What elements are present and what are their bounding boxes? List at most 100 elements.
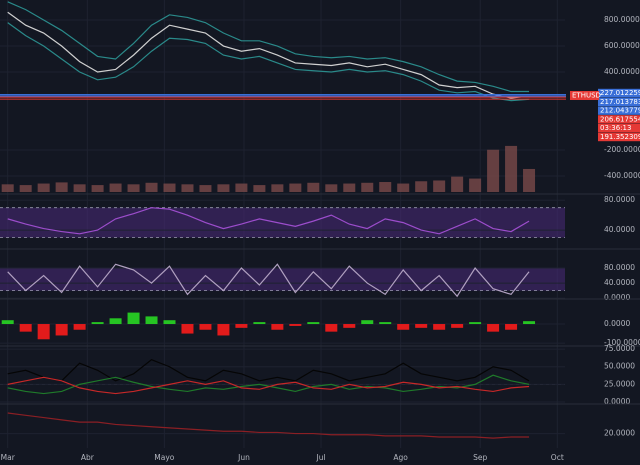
histogram-bar (307, 322, 320, 325)
volume-bar (307, 182, 320, 192)
series-line (7, 22, 530, 102)
band-fill (0, 268, 565, 291)
volume-bar (289, 183, 302, 192)
histogram-bar (289, 324, 302, 326)
y-tick-label: 0.0000 (604, 397, 630, 406)
y-tick-label: 400.000000 (604, 67, 640, 76)
histogram-bar (379, 322, 392, 325)
series-line (7, 1, 530, 93)
series-line (7, 263, 530, 298)
y-tick-label: 80.0000 (604, 263, 635, 272)
price-label: 191.352309 (600, 133, 640, 141)
volume-bar (91, 185, 104, 192)
volume-bar (127, 184, 140, 192)
histogram-bar (91, 322, 104, 325)
x-tick-label: Sep (473, 453, 487, 462)
histogram-bar (181, 324, 194, 334)
volume-bar (199, 185, 212, 192)
y-tick-label: 50.0000 (604, 362, 635, 371)
price-label-box (598, 124, 640, 133)
x-tick-label: Jun (237, 453, 250, 462)
y-tick-label: 800.000000 (604, 15, 640, 24)
histogram-bar (433, 324, 446, 330)
volume-bar (343, 183, 356, 192)
volume-bar (433, 180, 446, 192)
x-tick-label: Jul (315, 453, 325, 462)
volume-bar (523, 168, 536, 192)
histogram-bar (199, 324, 212, 330)
symbol-tag-box (570, 91, 599, 100)
series-line (7, 376, 530, 395)
price-label: 227.012259 (600, 89, 640, 97)
price-label-box (598, 132, 640, 142)
volume-bar (145, 182, 158, 192)
volume-bar (37, 183, 50, 192)
histogram-bar (217, 324, 230, 336)
volume-bar (361, 182, 374, 192)
price-label-box (598, 97, 640, 106)
y-tick-label: 0.0000 (604, 319, 630, 328)
histogram-bar (19, 324, 32, 332)
histogram-bar (415, 324, 428, 328)
histogram-bar (235, 324, 248, 328)
volume-bar (253, 185, 266, 192)
volume-bar (487, 149, 500, 192)
series-line (7, 11, 530, 99)
histogram-bar (127, 312, 140, 325)
x-tick-label: Mar (1, 453, 16, 462)
series-line (7, 374, 530, 395)
histogram-bar (55, 324, 68, 336)
y-tick-label: 20.0000 (604, 429, 635, 438)
histogram-bar (361, 320, 374, 325)
volume-bar (415, 181, 428, 192)
histogram-bar (73, 324, 86, 330)
price-label-box (598, 88, 640, 98)
volume-bar (505, 145, 518, 192)
volume-bar (217, 184, 230, 192)
y-tick-label: -200.000000 (604, 145, 640, 154)
x-tick-label: Oct (551, 453, 564, 462)
volume-bar (55, 182, 68, 192)
volume-bar (325, 184, 338, 192)
y-tick-label: -100.0000 (604, 338, 640, 347)
series-line (7, 412, 530, 439)
volume-bar (469, 178, 482, 192)
volume-bar (451, 176, 464, 192)
x-tick-label: Abr (81, 453, 95, 462)
histogram-bar (505, 324, 518, 330)
volume-bar (73, 184, 86, 192)
volume-bar (19, 185, 32, 192)
price-label: 212.043779 (600, 107, 640, 115)
y-tick-label: 40.0000 (604, 225, 635, 234)
price-label: 206.617554 (600, 115, 640, 123)
histogram-bar (145, 316, 158, 325)
volume-bar (1, 184, 14, 192)
price-label-box (598, 106, 640, 115)
volume-bar (181, 184, 194, 192)
volume-bar (271, 184, 284, 192)
y-tick-label: 80.0000 (604, 195, 635, 204)
price-label: 03:36:13 (600, 124, 631, 132)
volume-bar (379, 182, 392, 192)
histogram-bar (325, 324, 338, 332)
volume-bar (163, 183, 176, 192)
histogram-bar (271, 324, 284, 330)
y-tick-label: 40.0000 (604, 278, 635, 287)
volume-bar (397, 183, 410, 192)
histogram-bar (397, 324, 410, 330)
histogram-bar (523, 321, 536, 325)
volume-bar (235, 183, 248, 192)
histogram-bar (469, 322, 482, 325)
symbol-tag: ETHUSD (572, 92, 601, 100)
volume-bar (109, 183, 122, 192)
series-line (7, 359, 530, 382)
y-tick-label: -400.000000 (604, 171, 640, 180)
histogram-bar (343, 324, 356, 328)
histogram-bar (163, 320, 176, 325)
series-line (7, 207, 530, 235)
price-label-box (598, 115, 640, 124)
y-tick-label: 25.0000 (604, 379, 635, 388)
histogram-bar (253, 322, 266, 325)
x-tick-label: Ago (393, 453, 408, 462)
